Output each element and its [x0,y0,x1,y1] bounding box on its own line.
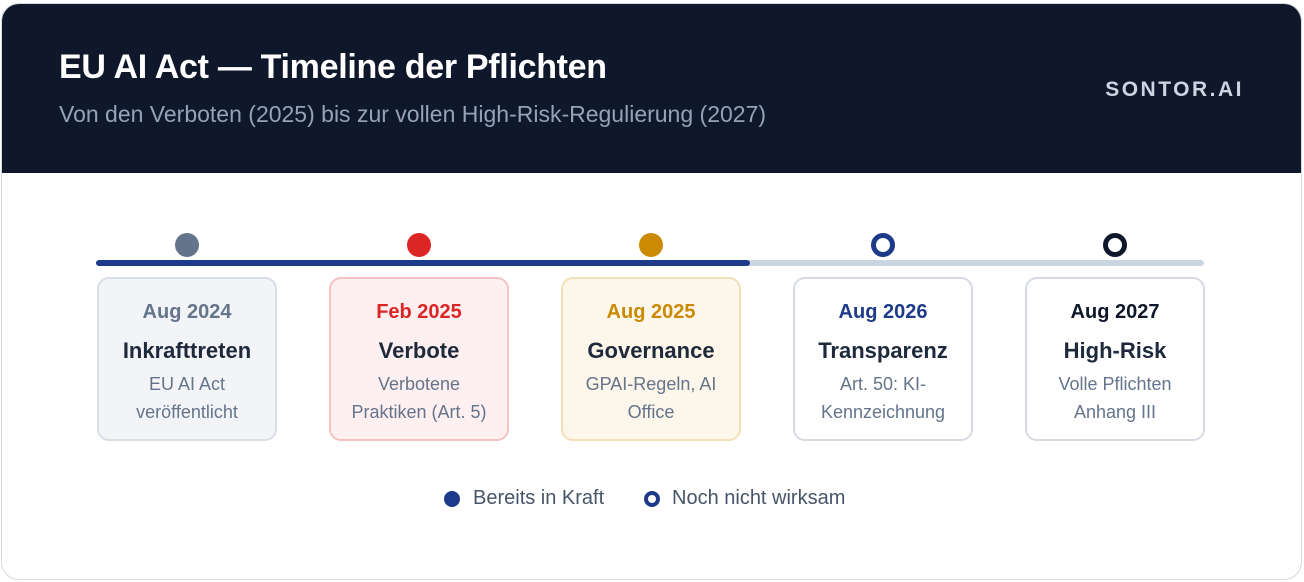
stage-card-inkrafttreten: Aug 2024 Inkrafttreten EU AI Act veröffe… [97,277,277,441]
header: EU AI Act — Timeline der Pflichten Von d… [2,4,1301,173]
stage-date: Aug 2026 [838,301,928,323]
dot-4 [1103,233,1127,257]
stage-description-line: Art. 50: KI- [839,374,927,394]
stage-description-line: Praktiken (Art. 5) [351,402,487,422]
legend-label-in-force: Bereits in Kraft [473,487,605,509]
stage-description: Verbotene Praktiken (Art. 5) [331,370,507,426]
stage-description-line: Kennzeichnung [820,402,946,422]
stage-description-line: EU AI Act [148,374,226,394]
stage-description-line: Office [627,402,675,422]
stage-description-line: Verbotene [377,374,461,394]
stage-description-line: veröffentlicht [136,402,238,422]
brand-logo: SONTOR.AI [1105,78,1244,101]
stage-card-high-risk: Aug 2027 High-Risk Volle Pflichten Anhan… [1025,277,1205,441]
stage-name: Transparenz [818,338,948,363]
stage-date: Aug 2025 [606,301,696,323]
stage-date: Aug 2027 [1070,301,1160,323]
legend-ring-dot-icon [644,491,660,507]
stage-description: Art. 50: KI- Kennzeichnung [795,370,971,426]
stage-card-transparenz: Aug 2026 Transparenz Art. 50: KI- Kennze… [793,277,973,441]
legend: Bereits in Kraft Noch nicht wirksam [0,485,1304,511]
stage-description: EU AI Act veröffentlicht [99,370,275,426]
stage-name: Inkrafttreten [122,338,252,363]
legend-label-pending: Noch nicht wirksam [672,487,846,509]
stage-description-line: Anhang III [1073,402,1157,422]
stage-description: GPAI-Regeln, AI Office [563,370,739,426]
stage-card-verbote: Feb 2025 Verbote Verbotene Praktiken (Ar… [329,277,509,441]
stage-date: Aug 2024 [142,301,232,323]
stage-description-line: Volle Pflichten [1058,374,1172,394]
dot-1 [407,233,431,257]
dot-2 [639,233,663,257]
dot-3 [871,233,895,257]
timeline-progress [96,260,750,266]
page-subtitle: Von den Verboten (2025) bis zur vollen H… [59,101,767,127]
page-title: EU AI Act — Timeline der Pflichten [59,48,607,86]
stage-description: Volle Pflichten Anhang III [1027,370,1203,426]
stage-name: Verbote [378,338,460,363]
stage-date: Feb 2025 [376,301,462,323]
legend-filled-dot-icon [444,491,460,507]
stage-description-line: GPAI-Regeln, AI [585,374,717,394]
stage-name: High-Risk [1063,338,1167,363]
stage-card-governance: Aug 2025 Governance GPAI-Regeln, AI Offi… [561,277,741,441]
dot-0 [175,233,199,257]
stage-name: Governance [587,338,715,363]
